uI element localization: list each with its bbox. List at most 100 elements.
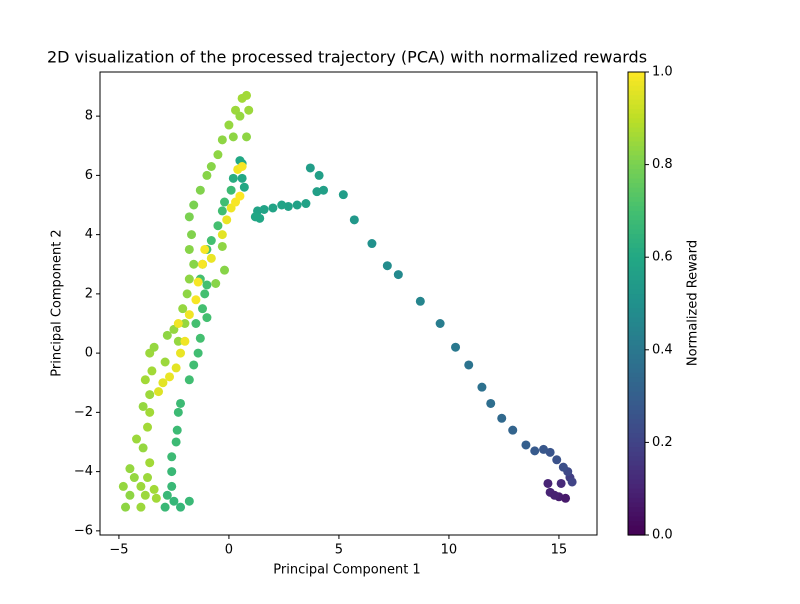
colorbar-segment — [628, 474, 645, 481]
point — [169, 496, 179, 506]
colorbar-segment — [628, 243, 645, 249]
point — [521, 440, 531, 450]
colorbar-segment — [628, 72, 645, 78]
colorbar-segment — [628, 530, 645, 536]
colorbar-segment — [628, 493, 645, 499]
colorbar-segment — [628, 479, 645, 485]
colorbar-segment — [628, 470, 645, 476]
point — [486, 398, 496, 408]
y-tick-label: −4 — [74, 464, 93, 479]
colorbar-segment — [628, 85, 645, 92]
colorbar-segment — [628, 220, 645, 226]
point — [180, 336, 190, 346]
colorbar-segment — [628, 409, 645, 416]
colorbar-segment — [628, 261, 645, 268]
point — [138, 401, 148, 411]
point — [167, 452, 177, 462]
point — [140, 375, 150, 385]
point — [244, 105, 254, 115]
point — [184, 375, 194, 385]
colorbar-segment — [628, 238, 645, 244]
colorbar-tick-label: 0.2 — [652, 435, 673, 450]
colorbar-segment — [628, 197, 645, 203]
colorbar-segment — [628, 118, 645, 124]
point — [451, 342, 461, 352]
point — [543, 478, 553, 488]
colorbar-segment — [628, 423, 645, 430]
point — [151, 493, 161, 503]
point — [213, 221, 223, 231]
colorbar-segment — [628, 173, 645, 180]
point — [382, 261, 392, 271]
colorbar-segment — [628, 275, 645, 281]
point — [138, 443, 148, 453]
point — [349, 215, 359, 225]
colorbar-frame — [627, 71, 646, 536]
colorbar-tick-label: 0.0 — [652, 528, 673, 543]
colorbar-segment — [628, 516, 645, 522]
colorbar-segment — [628, 442, 645, 448]
point — [206, 161, 216, 171]
y-tick-label: 8 — [85, 109, 93, 124]
point — [176, 502, 186, 512]
colorbar-segment — [628, 164, 645, 170]
colorbar-segment — [628, 405, 645, 411]
point — [200, 289, 210, 299]
x-tick-label: −5 — [109, 543, 128, 558]
colorbar-segment — [628, 465, 645, 471]
colorbar-segment — [628, 400, 645, 406]
point — [202, 313, 212, 323]
point — [228, 173, 238, 183]
colorbar-segment — [628, 201, 645, 207]
point — [237, 161, 247, 171]
point — [184, 244, 194, 254]
point — [228, 132, 238, 142]
point — [217, 241, 227, 251]
point — [165, 372, 175, 382]
point — [200, 244, 210, 254]
colorbar-tick-label: 0.4 — [652, 342, 673, 357]
colorbar-segment — [628, 502, 645, 508]
colorbar-segment — [628, 525, 645, 531]
point — [477, 382, 487, 392]
point — [217, 206, 227, 216]
point — [149, 484, 159, 494]
point — [237, 173, 247, 183]
colorbar-segment — [628, 257, 645, 263]
y-tick-label: 2 — [85, 286, 93, 301]
point — [217, 230, 227, 240]
x-tick-label: 15 — [551, 543, 568, 558]
point — [173, 336, 183, 346]
colorbar-segment — [628, 192, 645, 198]
point — [173, 407, 183, 417]
point — [206, 236, 216, 246]
point — [539, 444, 549, 454]
point — [312, 187, 322, 197]
point — [136, 481, 146, 491]
colorbar-segment — [628, 271, 645, 277]
point — [235, 191, 245, 201]
point — [149, 342, 159, 352]
point — [143, 473, 153, 483]
colorbar-segment — [628, 377, 645, 383]
colorbar-segment — [628, 391, 645, 397]
point — [189, 200, 199, 210]
point — [202, 280, 212, 290]
point — [217, 135, 227, 145]
colorbar-segment — [628, 81, 645, 87]
y-tick-label: 4 — [85, 227, 93, 242]
point — [198, 304, 208, 314]
colorbar-segment — [628, 280, 645, 286]
colorbar-segment — [628, 354, 645, 360]
colorbar-segment — [628, 497, 645, 504]
colorbar-label: Normalized Reward — [686, 240, 701, 366]
point — [187, 230, 197, 240]
point — [367, 239, 377, 249]
colorbar-segment — [628, 368, 645, 374]
y-tick-label: −2 — [74, 405, 93, 420]
colorbar-segment — [628, 456, 645, 462]
point — [220, 265, 230, 275]
x-tick-label: 0 — [225, 543, 233, 558]
